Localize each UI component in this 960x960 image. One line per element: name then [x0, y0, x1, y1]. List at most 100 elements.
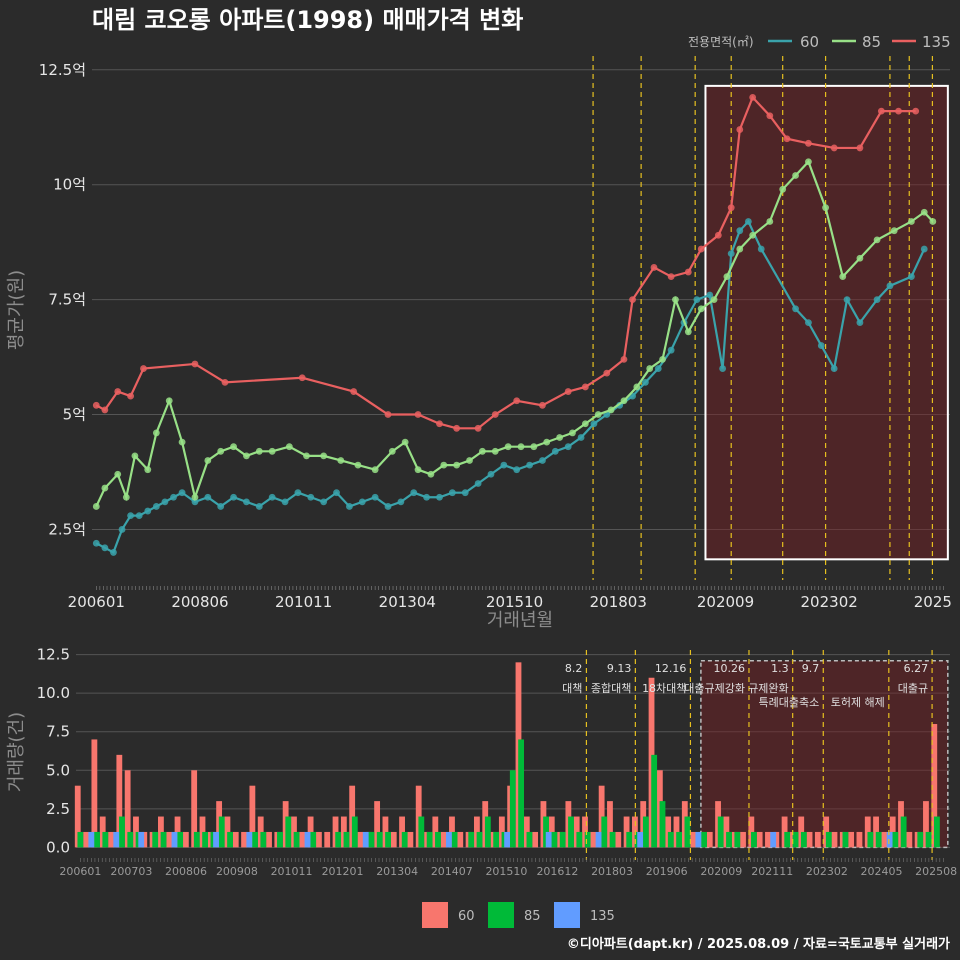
data-point-60 [320, 498, 328, 506]
bottom-annotations: 8.2 대책 9.13 종합대책 12.16 18차대책 10.26 대출규제강화 1.3 규제완… [562, 662, 928, 709]
data-point-60 [886, 282, 894, 290]
data-point-60 [642, 378, 649, 386]
data-point-60 [397, 498, 405, 506]
data-point-60 [693, 296, 701, 304]
bar-85 [584, 831, 591, 848]
bar-85 [784, 831, 791, 848]
bar-85 [435, 831, 441, 848]
data-point-85 [543, 438, 551, 446]
top-legend-label-60: 60 [800, 33, 819, 51]
data-point-135 [697, 245, 705, 253]
data-point-60 [487, 470, 495, 478]
bar-85 [202, 831, 209, 848]
policy-name-label: 18차대책 [642, 682, 686, 695]
top-legend: 전용면적(㎡) 60 85 135 [688, 33, 951, 51]
data-point-85 [388, 447, 396, 455]
bottom-x-tick-label: 200908 [216, 865, 258, 878]
bottom-x-tick-label: 200806 [165, 865, 207, 878]
bottom-y-tick-label: 12.5 [37, 646, 70, 664]
policy-name-label: 종합대책 [591, 682, 631, 695]
bar-85 [227, 831, 233, 848]
data-point-85 [569, 429, 576, 437]
bar-85 [751, 831, 757, 848]
bar-60 [74, 785, 81, 848]
bar-85 [867, 831, 874, 848]
data-point-60 [410, 489, 418, 497]
bottom-x-tick-label: 201510 [485, 865, 527, 878]
bar-60 [690, 831, 697, 848]
data-point-60 [448, 489, 456, 497]
policy-name-label: 특례대출축소 [759, 696, 820, 709]
bar-85 [310, 831, 317, 848]
top-highlight-region [704, 84, 949, 561]
data-point-85 [672, 296, 679, 304]
bar-60 [141, 831, 148, 848]
data-point-60 [706, 291, 714, 299]
data-point-60 [152, 503, 160, 510]
bar-60 [166, 831, 173, 848]
bar-85 [376, 831, 383, 848]
bottom-legend-swatch-85 [488, 902, 514, 928]
bar-85 [193, 831, 200, 848]
data-point-135 [912, 107, 920, 115]
bar-60 [415, 785, 422, 848]
data-point-60 [161, 498, 169, 506]
data-point-85 [466, 457, 473, 464]
bar-85 [484, 816, 491, 848]
data-point-60 [817, 342, 825, 349]
bottom-legend: 60 85 135 [422, 902, 615, 928]
data-point-85 [371, 466, 379, 474]
data-point-60 [719, 365, 727, 372]
bar-60 [91, 739, 98, 848]
top-x-tick-label: 200601 [68, 593, 125, 611]
data-point-85 [736, 245, 744, 253]
bar-60 [440, 831, 447, 848]
bar-60 [740, 831, 746, 848]
top-x-tick-label: 200806 [171, 593, 228, 611]
bar-60 [706, 831, 713, 848]
bar-85 [568, 816, 574, 848]
bar-85 [900, 816, 907, 848]
bar-85 [401, 831, 408, 848]
bar-85 [917, 831, 924, 848]
bar-85 [701, 831, 707, 848]
data-point-85 [401, 438, 409, 446]
bottom-x-tick-label: 200601 [59, 865, 101, 878]
data-point-60 [230, 493, 237, 501]
data-point-135 [350, 388, 358, 395]
data-point-135 [513, 397, 521, 405]
bottom-legend-swatch-60 [422, 902, 448, 928]
data-point-135 [414, 411, 422, 418]
bar-60 [590, 831, 597, 848]
data-point-60 [843, 296, 851, 304]
data-point-85 [620, 397, 628, 405]
data-point-60 [744, 218, 752, 225]
policy-date-label: 12.16 [655, 662, 687, 675]
data-point-60 [281, 498, 289, 506]
bottom-policy-lines [585, 650, 933, 860]
data-point-85 [530, 443, 538, 451]
data-point-85 [710, 296, 718, 304]
data-point-85 [178, 438, 186, 446]
data-point-85 [230, 443, 237, 451]
policy-date-label: 9.7 [802, 662, 820, 675]
bar-85 [559, 831, 566, 848]
bar-60 [906, 831, 913, 848]
data-point-135 [384, 411, 392, 418]
bottom-x-tick-label: 202111 [751, 865, 793, 878]
data-point-85 [839, 273, 847, 281]
bar-85 [426, 831, 433, 848]
bar-135 [695, 831, 702, 848]
data-point-60 [551, 447, 559, 455]
data-point-85 [822, 204, 829, 212]
bar-135 [637, 831, 644, 848]
data-point-85 [427, 470, 435, 478]
data-point-135 [539, 401, 546, 409]
data-point-85 [285, 443, 293, 451]
top-y-tick-label: 12.5억 [39, 61, 86, 79]
data-point-135 [749, 93, 757, 101]
data-point-135 [140, 365, 147, 372]
data-point-60 [127, 512, 135, 520]
data-point-60 [436, 493, 443, 501]
